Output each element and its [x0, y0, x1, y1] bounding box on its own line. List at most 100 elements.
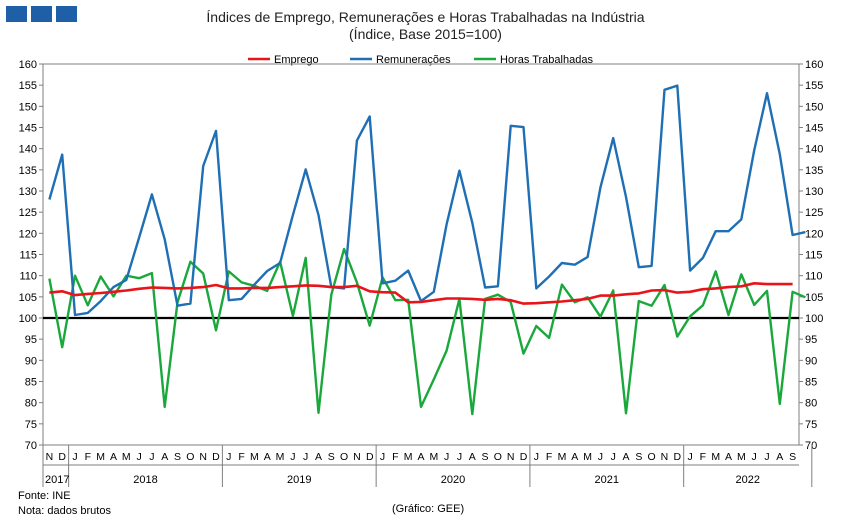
y-tick-label-right: 160: [805, 59, 823, 71]
y-tick-label-right: 105: [805, 292, 823, 304]
x-month-label: M: [429, 451, 438, 463]
y-tick-label-right: 100: [805, 313, 823, 325]
x-month-label: J: [611, 451, 616, 463]
x-month-label: J: [72, 451, 77, 463]
y-tick-label-left: 135: [19, 165, 37, 177]
y-tick-label-left: 130: [19, 186, 37, 198]
x-month-label: S: [174, 451, 181, 463]
logo-block-2: [31, 6, 52, 22]
x-month-label: M: [583, 451, 592, 463]
legend-label-emprego: Emprego: [274, 54, 319, 66]
x-month-label: O: [648, 451, 656, 463]
plot-area-frame: [42, 63, 800, 446]
y-tick-label-left: 140: [19, 144, 37, 156]
footer-note: Nota: dados brutos: [18, 505, 111, 517]
y-tick-label-left: 120: [19, 228, 37, 240]
y-tick-label-right: 125: [805, 207, 823, 219]
x-month-label: F: [238, 451, 244, 463]
x-month-label: D: [673, 451, 681, 463]
x-month-label: F: [546, 451, 552, 463]
y-tick-label-right: 130: [805, 186, 823, 198]
x-year-label: 2017: [45, 474, 69, 486]
x-month-label: M: [558, 451, 567, 463]
x-year-label: 2022: [736, 474, 760, 486]
x-month-label: A: [469, 451, 476, 463]
y-tick-label-left: 145: [19, 123, 37, 135]
x-month-label: O: [494, 451, 502, 463]
footer-credit: (Gráfico: GEE): [392, 503, 465, 515]
y-tick-label-right: 95: [805, 334, 817, 346]
x-month-label: M: [276, 451, 285, 463]
y-tick-label-right: 135: [805, 165, 823, 177]
chart-axes: 70 70 75 75 80 80 85 85 90 90 95 95 100 100 105 105 110 1…: [19, 59, 824, 452]
x-month-label: F: [700, 451, 706, 463]
x-year-label: 2021: [595, 474, 619, 486]
x-month-label: N: [46, 451, 54, 463]
x-month-label: M: [250, 451, 259, 463]
x-month-label: J: [226, 451, 231, 463]
x-month-label: N: [353, 451, 361, 463]
series-line-horas: [48, 247, 806, 416]
series-line-emprego: [49, 281, 793, 305]
x-month-label: A: [776, 451, 783, 463]
y-tick-label-left: 80: [25, 398, 37, 410]
x-month-label: D: [58, 451, 66, 463]
y-tick-label-right: 90: [805, 355, 817, 367]
x-month-label: M: [96, 451, 105, 463]
x-month-label: J: [380, 451, 385, 463]
y-tick-label-right: 120: [805, 228, 823, 240]
x-month-label: J: [444, 451, 449, 463]
y-tick-label-left: 105: [19, 292, 37, 304]
x-month-label: J: [764, 451, 769, 463]
legend-label-remuneracoes: Remunerações: [376, 54, 451, 66]
y-tick-label-right: 150: [805, 101, 823, 113]
gee-logo: [6, 6, 77, 22]
y-tick-label-right: 145: [805, 123, 823, 135]
x-month-label: A: [725, 451, 732, 463]
y-tick-label-left: 160: [19, 59, 37, 71]
chart-series: [48, 84, 806, 416]
y-tick-label-left: 90: [25, 355, 37, 367]
x-month-label: A: [571, 451, 578, 463]
y-tick-label-right: 75: [805, 419, 817, 431]
y-tick-label-left: 95: [25, 334, 37, 346]
x-month-label: M: [404, 451, 413, 463]
y-tick-label-right: 80: [805, 398, 817, 410]
x-month-label: S: [482, 451, 489, 463]
y-tick-label-right: 110: [805, 271, 823, 283]
x-month-label: J: [290, 451, 295, 463]
y-tick-label-left: 125: [19, 207, 37, 219]
x-month-label: A: [417, 451, 424, 463]
y-tick-label-right: 70: [805, 440, 817, 452]
x-month-label: M: [711, 451, 720, 463]
x-month-label: J: [598, 451, 603, 463]
x-month-label: A: [623, 451, 630, 463]
x-month-label: J: [752, 451, 757, 463]
y-tick-label-left: 115: [19, 250, 37, 262]
x-year-label: 2020: [441, 474, 465, 486]
y-tick-label-left: 155: [19, 80, 37, 92]
y-tick-label-left: 70: [25, 440, 37, 452]
chart-title: Índices de Emprego, Remunerações e Horas…: [206, 9, 645, 25]
x-month-label: D: [212, 451, 220, 463]
chart-legend: Emprego Remunerações Horas Trabalhadas: [248, 54, 593, 66]
x-month-label: O: [186, 451, 194, 463]
x-month-label: N: [661, 451, 669, 463]
x-month-label: S: [789, 451, 796, 463]
y-tick-label-left: 100: [19, 313, 37, 325]
x-month-label: A: [264, 451, 271, 463]
x-month-label: J: [457, 451, 462, 463]
x-month-label: D: [366, 451, 374, 463]
y-tick-label-right: 140: [805, 144, 823, 156]
x-month-label: N: [507, 451, 515, 463]
x-month-label: D: [520, 451, 528, 463]
y-tick-label-left: 75: [25, 419, 37, 431]
x-month-label: O: [340, 451, 348, 463]
y-tick-label-left: 85: [25, 377, 37, 389]
logo-block-1: [6, 6, 27, 22]
y-tick-label-left: 110: [19, 271, 37, 283]
series-line-remuneracoes: [48, 84, 806, 317]
x-month-label: S: [635, 451, 642, 463]
